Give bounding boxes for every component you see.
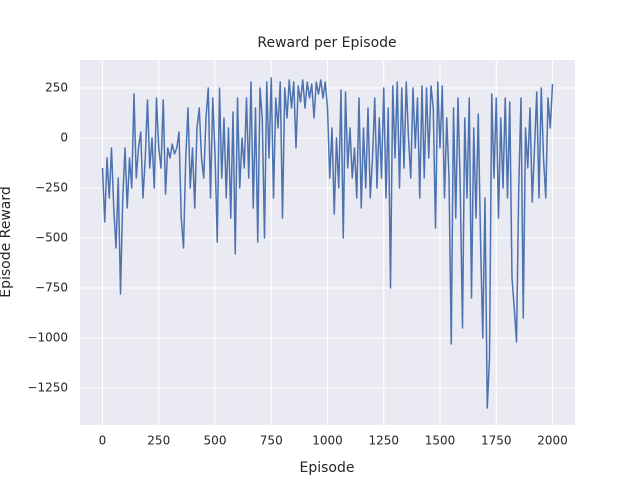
y-axis-label: Episode Reward — [0, 186, 14, 298]
x-axis-label: Episode — [300, 460, 355, 476]
x-tick-label: 1750 — [481, 434, 512, 448]
x-tick-label: 500 — [204, 434, 227, 448]
x-tick-label: 2000 — [537, 434, 568, 448]
chart-title: Reward per Episode — [257, 35, 396, 51]
x-tick-label: 1000 — [312, 434, 343, 448]
y-tick-label: −1000 — [27, 331, 68, 345]
x-tick-label: 1250 — [368, 434, 399, 448]
y-tick-label: −250 — [35, 181, 68, 195]
x-tick-label: 750 — [260, 434, 283, 448]
y-tick-label: −750 — [35, 281, 68, 295]
y-tick-label: 0 — [60, 131, 68, 145]
y-tick-label: −1250 — [27, 381, 68, 395]
series-line — [101, 77, 554, 409]
y-tick-label: −500 — [35, 231, 68, 245]
x-tick-label: 1500 — [425, 434, 456, 448]
x-tick-label: 250 — [147, 434, 170, 448]
y-tick-label: 250 — [45, 81, 68, 95]
x-tick-label: 0 — [99, 434, 107, 448]
